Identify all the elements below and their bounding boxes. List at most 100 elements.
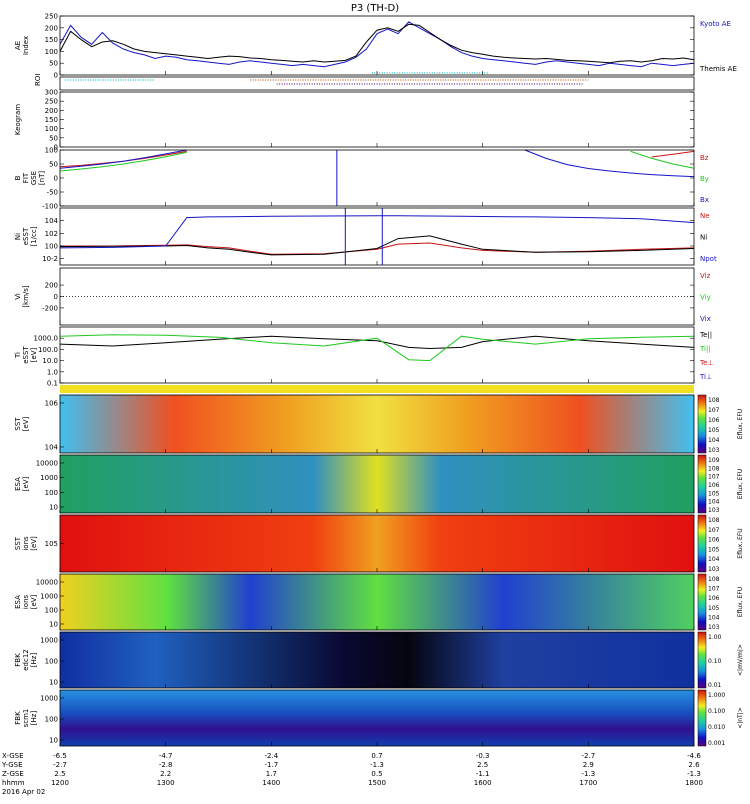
colorbar-tick-7-6: 103 xyxy=(708,507,720,514)
ylabel-part: Keogram xyxy=(14,104,22,135)
ytick-label-5-1: 1.0 xyxy=(47,368,58,376)
ytick-label-10-1: 100 xyxy=(45,658,58,666)
time-axis-value-1-0: -2.7 xyxy=(53,761,67,769)
time-axis-value-0-3: 0.7 xyxy=(371,752,382,760)
legend-3-0: Ne xyxy=(700,212,710,220)
ylabel-part: AE xyxy=(14,41,22,50)
ytick-label-1-2: 100 xyxy=(45,125,58,133)
ytick-label-0-2: 100 xyxy=(45,48,58,56)
ylabel-part: scm1 xyxy=(22,709,30,728)
ylabel-part: [eV] xyxy=(22,476,30,491)
colorbar-tick-6-4: 104 xyxy=(708,437,720,444)
colorbar-tick-6-1: 107 xyxy=(708,407,720,414)
colorbar-tick-8-0: 108 xyxy=(708,517,720,524)
colorbar-label-7: Eflux, EFU xyxy=(737,469,744,499)
ytick-label-9-0: 10000 xyxy=(36,579,58,587)
time-axis-value-3-5: 1700 xyxy=(579,779,597,787)
panel-frame-4 xyxy=(59,267,695,326)
series-line-themisae xyxy=(59,23,695,64)
time-axis-value-3-0: 1200 xyxy=(51,779,69,787)
ylabel-part: ions xyxy=(22,536,30,551)
colorbar-tick-8-3: 105 xyxy=(708,546,720,553)
colorbar-tick-11-2: 0.010 xyxy=(708,724,725,731)
panel-4-ylabel: Vi [km/s] xyxy=(14,285,30,308)
colorbar-label-8: Eflux, EFU xyxy=(737,528,744,558)
ytick-label-3-1: 100 xyxy=(45,243,58,251)
panel-2-ylabel: B FIT GSE [nT] xyxy=(14,171,46,185)
ytick-label-11-0: 1000 xyxy=(40,695,58,703)
ylabel-part: [eV] xyxy=(30,594,38,609)
ytick-label-10-2: 10 xyxy=(49,679,58,687)
time-axis-value-2-4: -1.1 xyxy=(476,770,490,778)
colorbar-tick-9-4: 104 xyxy=(708,614,720,621)
ylabel-part: [nT] xyxy=(38,171,46,185)
ytick-label-3-3: 104 xyxy=(45,217,59,225)
panel-frame-3 xyxy=(59,207,695,266)
time-axis-value-2-3: 0.5 xyxy=(371,770,382,778)
ytick-label-1-1: 50 xyxy=(49,134,58,142)
ytick-label-6-0: 106 xyxy=(45,400,59,408)
ytick-label-4-1: 0 xyxy=(54,293,58,301)
time-axis-value-0-2: -2.4 xyxy=(264,752,278,760)
panel-10-ylabel: FBK edc12 [Hz] xyxy=(14,649,38,671)
ytick-label-9-2: 100 xyxy=(45,607,58,615)
colorbar-label-10: <|mV/m|> xyxy=(737,644,744,676)
sst-top-bar xyxy=(60,385,694,393)
ylabel-part: eSST xyxy=(22,346,30,364)
colorbar-tick-9-1: 107 xyxy=(708,586,720,593)
panel-7-ylabel: ESA [eV] xyxy=(14,476,30,491)
ytick-label-8-0: 105 xyxy=(45,540,58,548)
plot-title: P3 (TH-D) xyxy=(351,3,399,14)
series-line-bx xyxy=(59,149,695,178)
ylabel-part: SST xyxy=(14,536,22,550)
ytick-label-1-6: 300 xyxy=(45,89,58,97)
ylabel-part: [eV] xyxy=(22,416,30,431)
legend-0-0: Kyoto AE xyxy=(700,20,731,28)
colorbar-tick-8-5: 103 xyxy=(708,566,720,573)
time-axis-value-3-2: 1400 xyxy=(262,779,280,787)
ytick-label-0-0: 0 xyxy=(54,72,58,80)
colorbar-tick-8-1: 107 xyxy=(708,527,720,534)
colorbar-tick-11-0: 1.000 xyxy=(708,692,725,699)
time-axis-value-1-5: 2.9 xyxy=(583,761,594,769)
legend-4-2: Vix xyxy=(700,315,711,323)
ytick-label-11-2: 10 xyxy=(49,737,58,745)
time-axis-value-1-3: -1.3 xyxy=(370,761,384,769)
ylabel-part: ESA xyxy=(14,595,22,609)
ytick-label-4-2: 200 xyxy=(45,282,58,290)
panel-frame-0 xyxy=(59,15,695,76)
panel-11-ylabel: FBK scm1 [Hz] xyxy=(14,709,38,728)
ytick-label-1-3: 150 xyxy=(45,116,58,124)
colorbar-11 xyxy=(697,689,707,747)
colorbar-tick-7-2: 107 xyxy=(708,474,720,481)
colorbar-tick-8-2: 106 xyxy=(708,537,720,544)
ytick-label-6-1: 104 xyxy=(45,444,59,452)
ytick-label-7-1: 1000 xyxy=(40,474,58,482)
legend-4-0: Viz xyxy=(700,272,711,280)
ylabel-part: [1/cc] xyxy=(30,226,38,246)
ytick-label-9-3: 10 xyxy=(49,621,58,629)
ytick-label-10-0: 1000 xyxy=(40,637,58,645)
time-axis-value-0-0: -6.5 xyxy=(53,752,67,760)
legend-3-1: Ni xyxy=(700,234,707,242)
ylabel-part: ions xyxy=(22,594,30,609)
ylabel-part: FBK xyxy=(14,653,22,667)
ytick-label-2-1: -50 xyxy=(47,189,58,197)
ytick-label-11-1: 100 xyxy=(45,716,58,724)
legend-0-1: Themis AE xyxy=(699,65,737,73)
ytick-label-0-4: 200 xyxy=(45,24,58,32)
legend-3-2: Npot xyxy=(700,255,717,263)
ytick-label-1-5: 250 xyxy=(45,98,58,106)
time-axis-value-0-1: -4.7 xyxy=(159,752,173,760)
series-line-ni xyxy=(59,235,695,256)
heatmap-9 xyxy=(60,574,694,630)
colorbar-tick-6-3: 105 xyxy=(708,427,720,434)
time-axis-value-0-6: -4.6 xyxy=(687,752,701,760)
ylabel-part: SST xyxy=(14,417,22,431)
ylabel-part: GSE xyxy=(30,171,38,185)
ytick-label-5-4: 1000.0 xyxy=(34,335,59,343)
panel-5-ylabel: Ti eSST [eV] xyxy=(14,346,38,364)
time-axis-value-2-6: -1.3 xyxy=(687,770,701,778)
series-line-npot xyxy=(59,215,695,249)
